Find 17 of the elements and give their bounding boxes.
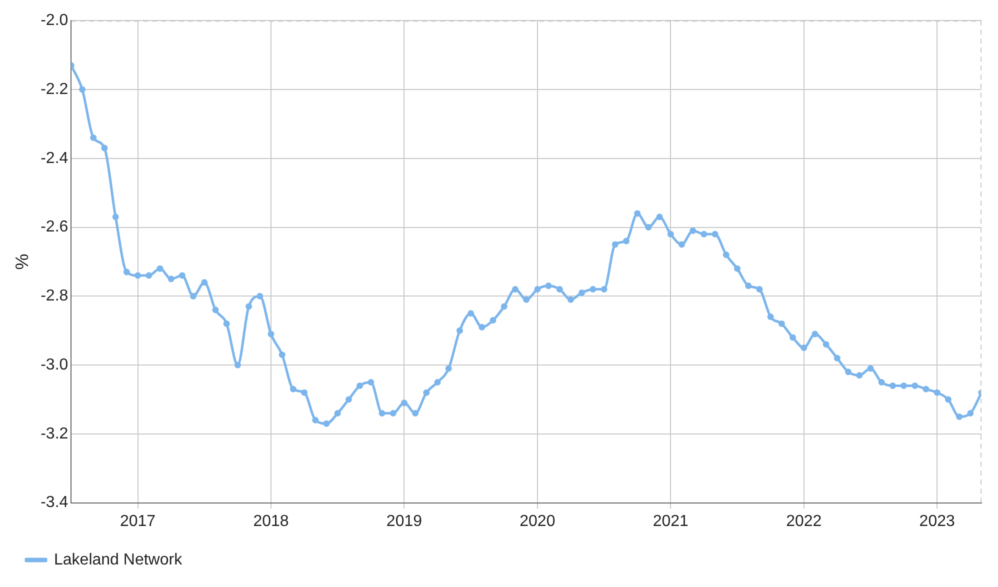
y-tick-label: -2.6 [40,218,68,236]
x-tick-label: 2021 [652,512,689,530]
y-tick-label: -3.4 [40,494,68,512]
y-tick-label: -2.0 [40,12,68,30]
y-tick-label: -2.2 [40,80,68,98]
y-tick-label: -3.0 [40,356,68,374]
legend-label: Lakeland Network [54,551,184,568]
y-axis-title: % [12,254,32,270]
x-tick-label: 2020 [520,512,556,530]
y-tick-label: -2.4 [40,150,68,167]
y-tick-label: -2.8 [40,288,68,305]
y-tick-label: -3.2 [40,425,68,442]
x-tick-label: 2018 [253,512,289,530]
x-tick-label: 2022 [786,512,822,530]
x-tick-label: 2017 [120,512,156,530]
x-tick-label: 2023 [919,512,955,530]
x-tick-label: 2019 [386,512,422,530]
